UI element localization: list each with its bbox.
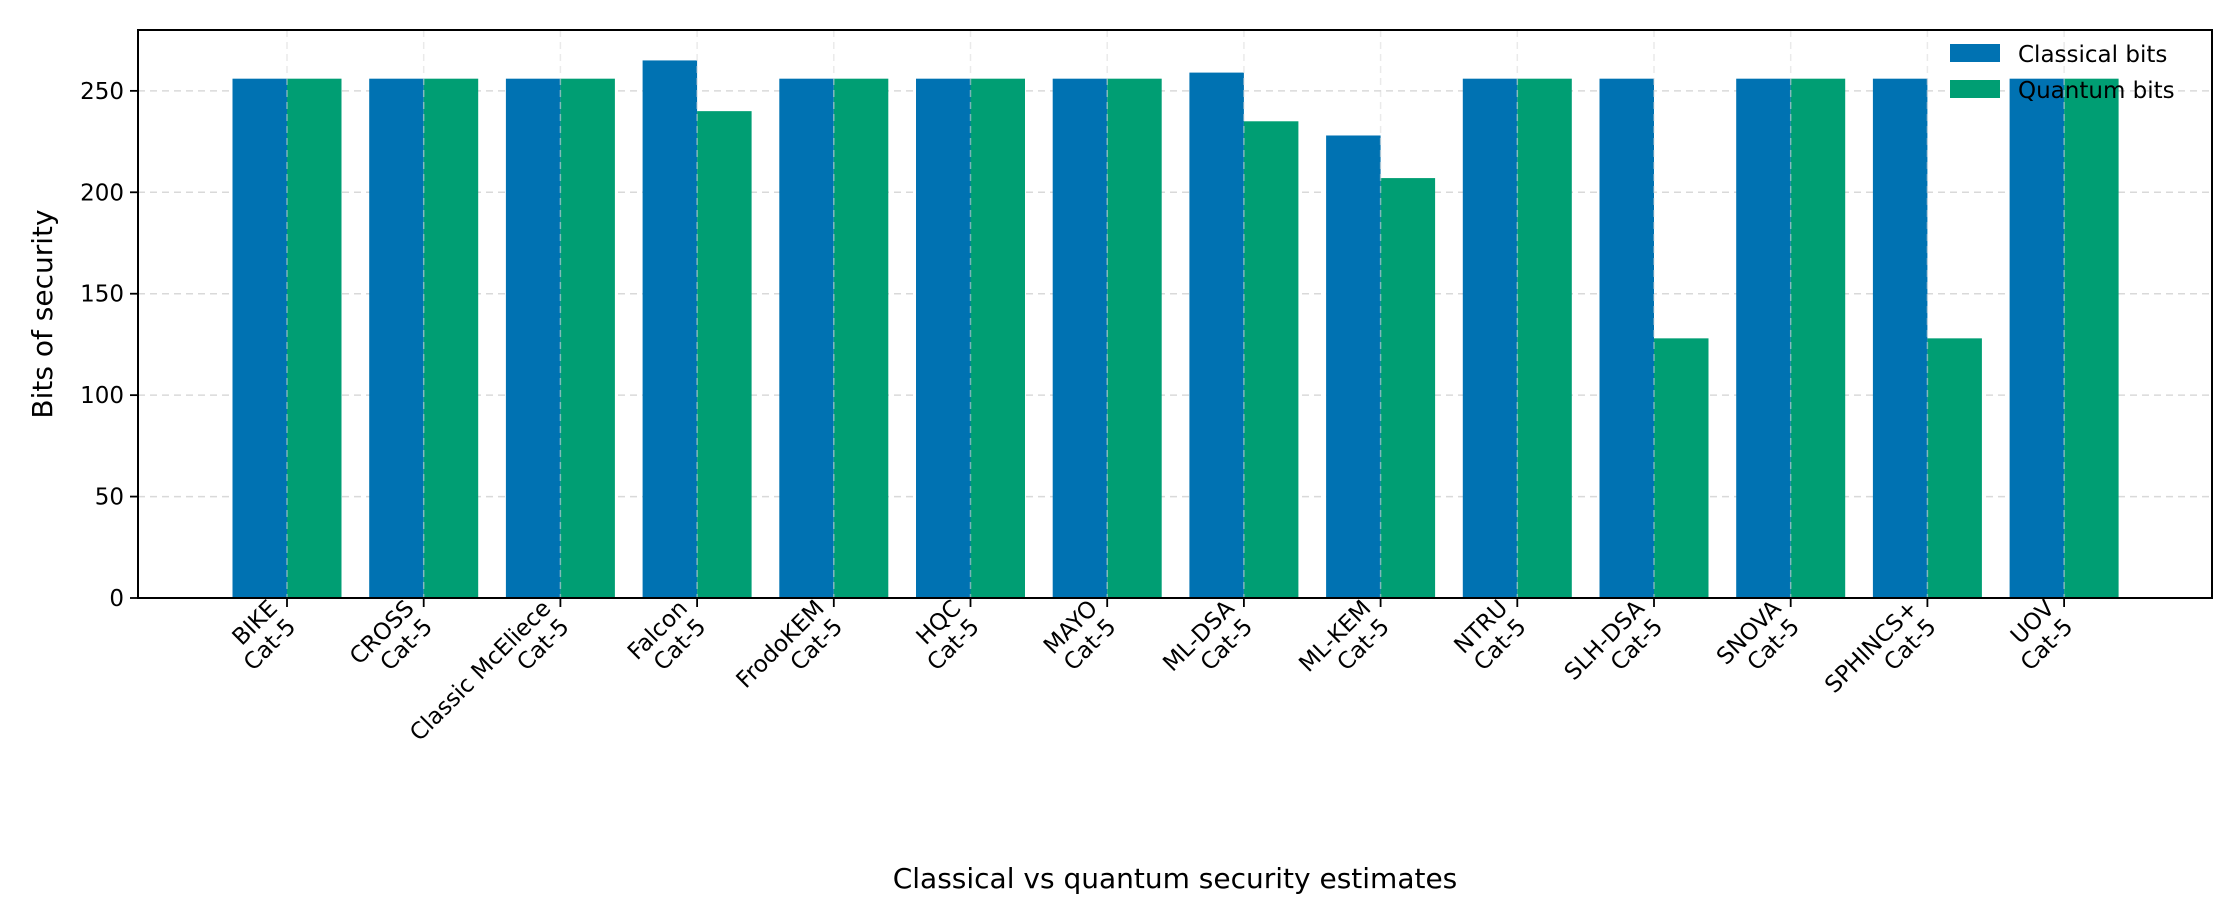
x-tick-label-5: HQCCat-5	[904, 595, 985, 676]
x-tick-label-4: FrodoKEMCat-5	[732, 595, 848, 711]
y-tick-label-2: 100	[80, 383, 124, 409]
bar-quantum-12	[1927, 338, 1982, 598]
bar-classical-11	[1736, 78, 1791, 598]
bar-classical-8	[1326, 135, 1381, 598]
x-tick-label-8: ML-KEMCat-5	[1294, 595, 1394, 695]
x-tick-label-0: BIKECat-5	[221, 595, 302, 676]
x-tick-label-1: CROSSCat-5	[345, 595, 438, 688]
bar-quantum-6	[1107, 78, 1162, 598]
y-tick-label-3: 150	[80, 282, 124, 308]
y-tick-label-5: 250	[80, 79, 124, 105]
x-tick-label-9: NTRUCat-5	[1449, 595, 1531, 677]
bar-quantum-0	[287, 78, 342, 598]
bar-quantum-4	[833, 78, 889, 598]
bar-classical-7	[1189, 72, 1244, 599]
legend-label-1: Quantum bits	[2018, 78, 2175, 104]
bar-classical-10	[1599, 78, 1654, 598]
bar-quantum-7	[1243, 121, 1299, 599]
bar-classical-9	[1462, 78, 1518, 598]
bar-quantum-10	[1654, 338, 1709, 598]
bar-quantum-11	[1790, 78, 1846, 598]
x-tick-label-12: SPHINCS+Cat-5	[1820, 595, 1941, 716]
bar-classical-1	[369, 78, 424, 598]
bar-quantum-1	[423, 78, 479, 598]
vertical-grid	[286, 30, 2065, 598]
x-tick-label-6: MAYOCat-5	[1039, 595, 1122, 678]
y-tick-label-0: 0	[109, 586, 124, 612]
bars	[232, 60, 2119, 599]
y-axis-ticks: 0 50 100 150 200 250	[80, 79, 138, 612]
bar-classical-2	[505, 78, 561, 598]
x-tick-label-10: SLH-DSACat-5	[1560, 595, 1669, 704]
bar-classical-5	[916, 78, 971, 598]
x-tick-label-2: Classic McElieceCat-5	[405, 595, 574, 764]
bar-classical-12	[1872, 78, 1928, 598]
y-tick-label-1: 50	[95, 485, 124, 511]
bar-quantum-2	[560, 78, 615, 598]
bar-quantum-8	[1380, 178, 1436, 599]
y-axis-label: Bits of security	[26, 209, 59, 418]
x-tick-label-11: SNOVACat-5	[1712, 595, 1805, 688]
x-axis-label: Classical vs quantum security estimates	[893, 862, 1458, 895]
bar-quantum-13	[2064, 78, 2119, 598]
bar-quantum-5	[970, 78, 1025, 598]
y-tick-label-4: 200	[80, 180, 124, 206]
bar-classical-6	[1052, 78, 1108, 598]
legend-swatch-0	[1950, 44, 2000, 62]
legend-label-0: Classical bits	[2018, 42, 2167, 68]
bar-quantum-9	[1517, 78, 1572, 598]
x-tick-label-3: FalconCat-5	[623, 595, 711, 683]
legend-swatch-1	[1950, 80, 2000, 98]
plot-frame	[137, 29, 2213, 599]
bar-classical-0	[232, 78, 287, 598]
legend: Classical bits Quantum bits	[1950, 42, 2175, 104]
x-tick-label-13: UOVCat-5	[1998, 595, 2079, 676]
x-tick-label-7: ML-DSACat-5	[1158, 595, 1258, 695]
bar-classical-4	[779, 78, 834, 598]
bar-classical-13	[2009, 78, 2065, 598]
bar-quantum-3	[697, 111, 752, 599]
bar-classical-3	[642, 60, 698, 598]
